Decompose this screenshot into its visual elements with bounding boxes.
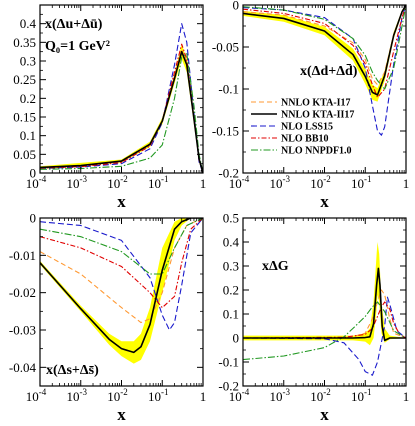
x-tick-label: 1 [403,389,410,404]
plot-area [40,23,203,173]
y-tick-label: 0.05 [13,147,36,162]
y-tick-label: -0.02 [9,285,36,300]
x-tick-label: 10-3 [270,387,291,404]
series-line-nnlo-kta-ii17 [243,5,406,96]
x-axis-label: x [320,405,329,424]
panel-delta-g: 10-4 10-3 10-2 10-1 10.50.40.30.20.10-0.1-0.… [218,211,409,425]
x-axis-label: x [117,192,126,211]
y-tick-label: -0.2 [218,166,239,181]
y-tick-label: 0.25 [13,72,36,87]
y-tick-label: -0.1 [218,355,239,370]
annotation-label: x(Δd+Δd̄) [300,63,358,79]
y-tick-label: -0.2 [218,379,239,394]
legend-entry-label: NNLO KTA-I17 [281,98,351,109]
panel-delta-d: 10-4 10-3 10-2 10-1 10-0.05-0.1-0.15-0.2xx(Δ… [212,0,409,211]
y-tick-label: 0.15 [13,110,36,125]
x-tick-label: 10-2 [107,174,128,191]
y-tick-label: -0.04 [9,360,37,375]
x-tick-label: 10-3 [270,174,291,191]
y-tick-label: -0.01 [9,248,36,263]
y-tick-label: 0.4 [223,235,240,250]
y-tick-label: 0 [30,211,37,226]
x-tick-label: 10-3 [67,387,88,404]
series-line-nnlo-kta-ii17 [243,267,406,342]
series-line-nlo-lss15 [243,296,406,376]
x-tick-label: 10-1 [148,174,169,191]
y-tick-label: 0.35 [13,35,36,50]
panel-delta-s: 10-4 10-3 10-2 10-1 1 0 -0.01 -0.02 -0.03 -0.04 x x… [9,211,206,425]
legend-entry-label: NLO LSS15 [281,122,333,133]
plot-area [40,218,203,364]
series-line-nlo-nnpdf10 [243,5,406,90]
annotation-label: x(Δu+Δū) [45,17,103,32]
y-tick-label: -0.1 [218,82,239,97]
y-tick-label: -0.03 [9,323,36,338]
y-tick-label: 0.1 [223,307,239,322]
x-axis-label: x [117,405,126,424]
y-tick-label: -0.15 [212,124,239,139]
y-tick-label: 0 [30,166,37,181]
series-line-nlo-lss15 [243,5,406,136]
y-tick-label: 0.3 [20,54,36,69]
y-tick-label: 0.3 [223,259,239,274]
x-tick-label: 10-2 [310,174,331,191]
x-tick-label: 10-4 [26,387,47,404]
uncertainty-band [243,242,406,346]
series-line-nlo-lss15 [40,23,203,173]
series-line-nnlo-kta-ii17 [40,50,203,173]
y-tick-label: 0 [233,331,240,346]
y-tick-label: 0 [233,0,240,13]
annotation-label: xΔG [262,259,289,274]
y-tick-label: 0.2 [20,91,36,106]
x-tick-label: 10-1 [148,387,169,404]
x-tick-label: 1 [200,389,207,404]
x-tick-label: 10-1 [351,387,372,404]
y-tick-label: 0.1 [20,128,36,143]
x-tick-label: 1 [200,176,207,191]
panel-delta-u: 10-4 10-3 10-2 10-1 100.050.10.150.20.250.30… [13,4,207,211]
series-line-nlo-nnpdf10 [40,52,203,173]
series-line-nlo-bb10 [40,43,203,173]
series-line-nlo-bb10 [40,218,203,309]
legend-entry-label: NLO NNPDF1.0 [281,146,352,157]
y-tick-label: -0.05 [212,40,239,55]
uncertainty-band [243,5,406,102]
legend-entry-label: NNLO KTA-II17 [281,110,354,121]
uncertainty-band [40,218,203,364]
series-line-nlo-lss15 [40,218,203,331]
series-line-nlo-bb10 [243,5,406,98]
x-tick-label: 10-2 [310,387,331,404]
x-tick-label: 10-2 [107,387,128,404]
plot-area [243,242,406,376]
series-line-nnlo-kta-i17 [40,218,203,324]
series-line-nlo-nnpdf10 [40,218,203,275]
plot-area [243,5,406,136]
legend-entry-label: NLO BB10 [281,134,329,145]
series-line-nnlo-kta-ii17 [40,218,203,354]
annotation-scale-label: Q₀=1 GeV² [45,39,110,54]
annotation-label: x(Δs+Δs̄) [46,363,99,378]
x-tick-label: 10-1 [351,174,372,191]
x-axis-label: x [320,192,329,211]
x-tick-label: 10-3 [67,174,88,191]
y-tick-label: 0.4 [20,16,37,31]
series-line-nlo-nnpdf10 [243,301,406,361]
x-tick-label: 1 [403,176,410,191]
y-tick-label: 0.2 [223,283,239,298]
y-tick-label: 0.5 [223,211,239,226]
